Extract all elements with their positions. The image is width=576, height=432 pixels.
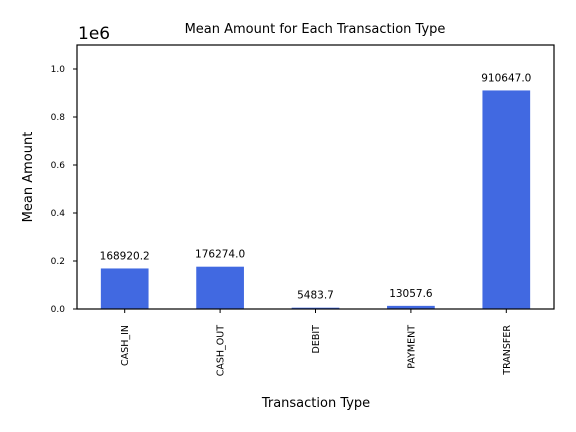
y-tick-label: 0.6	[51, 161, 66, 171]
data-labels-group: 168920.2 176274.0 5483.7 13057.6 910647.0	[100, 72, 532, 301]
bar-cash-out	[196, 267, 244, 309]
y-tick-label: 0.2	[51, 257, 65, 267]
x-tick-label: DEBIT	[311, 325, 322, 354]
y-tick-label: 0.0	[51, 305, 66, 315]
y-offset-label: 1e6	[78, 24, 110, 44]
x-tick-label: TRANSFER	[502, 325, 513, 376]
y-tick-label: 1.0	[51, 65, 66, 75]
bar-value-label: 910647.0	[481, 72, 531, 84]
y-tick-label: 0.4	[51, 209, 66, 219]
bar-value-label: 13057.6	[389, 288, 433, 300]
bar-transfer	[482, 90, 530, 309]
y-axis-label: Mean Amount	[21, 132, 36, 223]
axis-ticks: 0.0 0.2 0.4 0.6 0.8 1.0 CASH_IN CASH_OUT DEBIT PA…	[51, 65, 513, 376]
bar-value-label: 168920.2	[100, 250, 150, 262]
chart-title: Mean Amount for Each Transaction Type	[185, 22, 446, 37]
bars-group	[101, 90, 530, 309]
x-axis-label: Transaction Type	[261, 396, 370, 411]
x-tick-label: CASH_OUT	[216, 325, 227, 376]
bar-value-label: 5483.7	[297, 290, 334, 302]
bar-value-label: 176274.0	[195, 249, 245, 261]
x-tick-label: PAYMENT	[406, 325, 417, 369]
y-tick-label: 0.8	[51, 113, 66, 123]
x-tick-label: CASH_IN	[120, 325, 131, 366]
bar-cash-in	[101, 268, 149, 309]
